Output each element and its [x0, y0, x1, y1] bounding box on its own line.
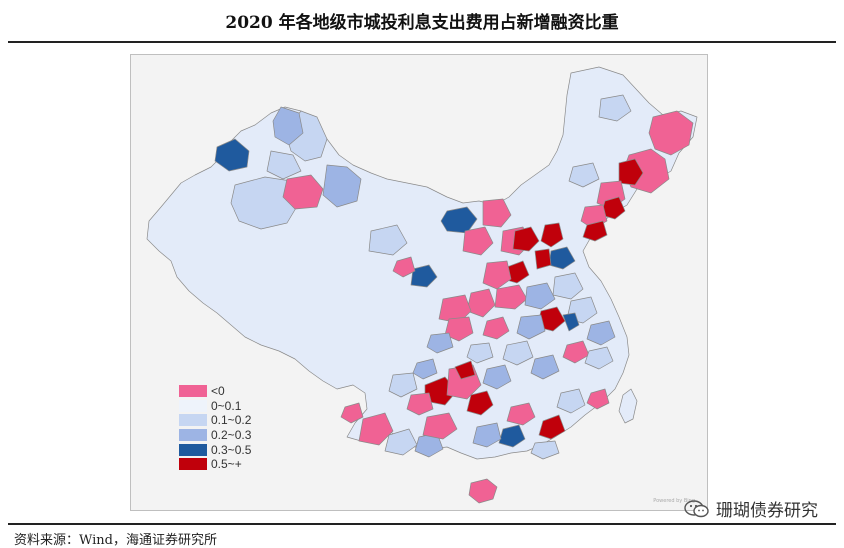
legend-item: <0 — [179, 384, 259, 399]
legend-swatch — [179, 385, 207, 398]
map-attribution: Powered by Bing — [653, 498, 695, 504]
taiwan-island — [618, 388, 638, 424]
legend-item: 0.3~0.5 — [179, 442, 259, 457]
china-choropleth-map — [146, 66, 698, 504]
altay-region — [214, 138, 250, 172]
legend-label: <0 — [211, 384, 225, 399]
watermark: 珊瑚债券研究 — [684, 496, 818, 521]
legend-item: 0~0.1 — [179, 399, 259, 414]
hainan-island — [468, 478, 498, 504]
legend-label: 0.1~0.2 — [211, 413, 252, 428]
legend-swatch — [179, 429, 207, 442]
page-title: 2020 年各地级市城投利息支出费用占新增融资比重 — [225, 12, 619, 33]
legend-label: 0.5~+ — [211, 457, 242, 472]
legend-label: 0.2~0.3 — [211, 428, 252, 443]
legend-swatch — [179, 399, 207, 412]
legend-item: 0.1~0.2 — [179, 413, 259, 428]
legend-label: 0~0.1 — [211, 398, 242, 413]
watermark-text: 珊瑚债券研究 — [716, 501, 818, 521]
legend-swatch — [179, 458, 207, 471]
legend-label: 0.3~0.5 — [211, 442, 252, 457]
wechat-icon — [684, 499, 710, 519]
map-panel: <0 0~0.1 0.1~0.2 0.2~0.3 0.3~0.5 0.5~+ P… — [130, 54, 708, 511]
legend-item: 0.2~0.3 — [179, 428, 259, 443]
footer-divider — [8, 523, 836, 525]
legend-item: 0.5~+ — [179, 457, 259, 472]
map-legend: <0 0~0.1 0.1~0.2 0.2~0.3 0.3~0.5 0.5~+ — [179, 384, 259, 472]
source-note: 资料来源：Wind，海通证券研究所 — [14, 533, 217, 548]
legend-swatch — [179, 414, 207, 427]
legend-swatch — [179, 443, 207, 456]
title-divider — [8, 41, 836, 43]
